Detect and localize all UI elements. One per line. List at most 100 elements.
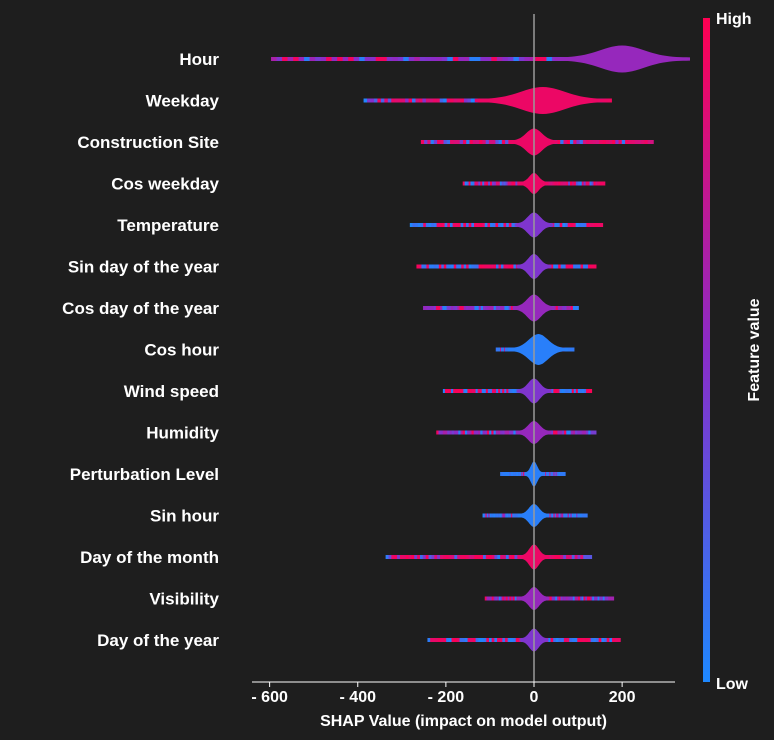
shap-point xyxy=(579,140,586,144)
shap-point xyxy=(450,98,457,103)
shap-point xyxy=(576,140,583,144)
shap-point xyxy=(535,57,542,61)
colorbar xyxy=(703,18,710,682)
shap-point xyxy=(582,140,589,144)
shap-point xyxy=(463,57,470,61)
feature-label: Perturbation Level xyxy=(70,465,219,484)
violin-row xyxy=(363,87,612,114)
shap-point xyxy=(546,57,553,61)
feature-label: Cos day of the year xyxy=(62,299,219,318)
shap-point xyxy=(386,57,393,61)
shap-point xyxy=(453,98,460,103)
shap-point xyxy=(482,140,489,144)
shap-point xyxy=(470,98,477,103)
shap-point xyxy=(586,389,593,393)
shap-point xyxy=(621,140,628,144)
shap-point xyxy=(496,57,503,61)
x-tick-label: - 400 xyxy=(340,689,377,706)
shap-point xyxy=(647,140,654,144)
shap-point xyxy=(375,57,382,61)
shap-point xyxy=(271,57,278,61)
shap-point xyxy=(599,181,606,186)
shap-point xyxy=(474,57,481,61)
shap-point xyxy=(457,98,464,103)
shap-point xyxy=(641,140,648,144)
shap-point xyxy=(326,57,333,61)
violin-body xyxy=(554,45,690,73)
shap-point xyxy=(475,140,482,144)
shap-point xyxy=(405,98,412,103)
violin-row xyxy=(482,504,588,527)
feature-label: Construction Site xyxy=(77,133,219,152)
feature-label: Sin day of the year xyxy=(68,258,220,277)
shap-point xyxy=(590,430,597,435)
shap-point xyxy=(418,98,425,103)
shap-point xyxy=(414,57,421,61)
violin-row xyxy=(495,334,575,365)
shap-point xyxy=(403,57,410,61)
violin-row xyxy=(385,544,593,570)
feature-labels: Hour Weekday Construction Site Cos weekday T… xyxy=(62,50,219,650)
shap-point xyxy=(592,140,599,144)
shap-point xyxy=(625,140,632,144)
shap-point xyxy=(432,98,439,103)
shap-point xyxy=(589,140,596,144)
shap-point xyxy=(408,57,415,61)
shap-point xyxy=(315,57,322,61)
shap-point xyxy=(581,513,588,518)
shap-point xyxy=(529,57,536,61)
shap-point xyxy=(387,98,394,103)
shap-point xyxy=(440,140,447,144)
shap-point xyxy=(612,140,619,144)
shap-point xyxy=(401,98,408,103)
feature-label: Humidity xyxy=(146,424,219,443)
shap-point xyxy=(425,57,432,61)
shap-point xyxy=(518,57,525,61)
shap-point xyxy=(469,57,476,61)
colorbar-title: Feature value xyxy=(746,298,763,401)
violin-row xyxy=(409,212,604,238)
feature-label: Cos hour xyxy=(144,341,219,360)
shap-point xyxy=(394,98,401,103)
shap-point xyxy=(467,98,474,103)
shap-point xyxy=(463,98,470,103)
shap-point xyxy=(460,98,467,103)
shap-point xyxy=(433,140,440,144)
feature-label: Weekday xyxy=(146,92,220,111)
shap-point xyxy=(384,98,391,103)
shap-point xyxy=(452,57,459,61)
shap-point xyxy=(436,57,443,61)
shap-point xyxy=(370,98,377,103)
shap-point xyxy=(287,57,294,61)
shap-point xyxy=(507,57,514,61)
shap-point xyxy=(479,140,486,144)
shap-point xyxy=(501,140,508,144)
violin-group xyxy=(271,45,690,652)
shap-point xyxy=(441,57,448,61)
shap-point xyxy=(573,140,580,144)
shap-point xyxy=(282,57,289,61)
shap-point xyxy=(370,57,377,61)
x-ticks: - 600 - 400 - 200 0 200 xyxy=(251,682,636,706)
shap-point xyxy=(599,140,606,144)
shap-point xyxy=(638,140,645,144)
shap-point xyxy=(614,638,621,642)
violin-row xyxy=(271,45,690,73)
shap-point xyxy=(367,98,374,103)
shap-point xyxy=(572,306,579,310)
shap-point xyxy=(595,140,602,144)
shap-point xyxy=(634,140,641,144)
shap-point xyxy=(427,140,434,144)
shap-point xyxy=(359,57,366,61)
shap-point xyxy=(353,57,360,61)
feature-label: Temperature xyxy=(117,216,219,235)
shap-point xyxy=(320,57,327,61)
feature-label: Hour xyxy=(179,50,219,69)
shap-point xyxy=(337,57,344,61)
shap-point xyxy=(495,140,502,144)
shap-point xyxy=(472,140,479,144)
shap-point xyxy=(436,98,443,103)
x-tick-label: 200 xyxy=(609,689,636,706)
shap-point xyxy=(556,140,563,144)
feature-label: Visibility xyxy=(149,590,219,609)
